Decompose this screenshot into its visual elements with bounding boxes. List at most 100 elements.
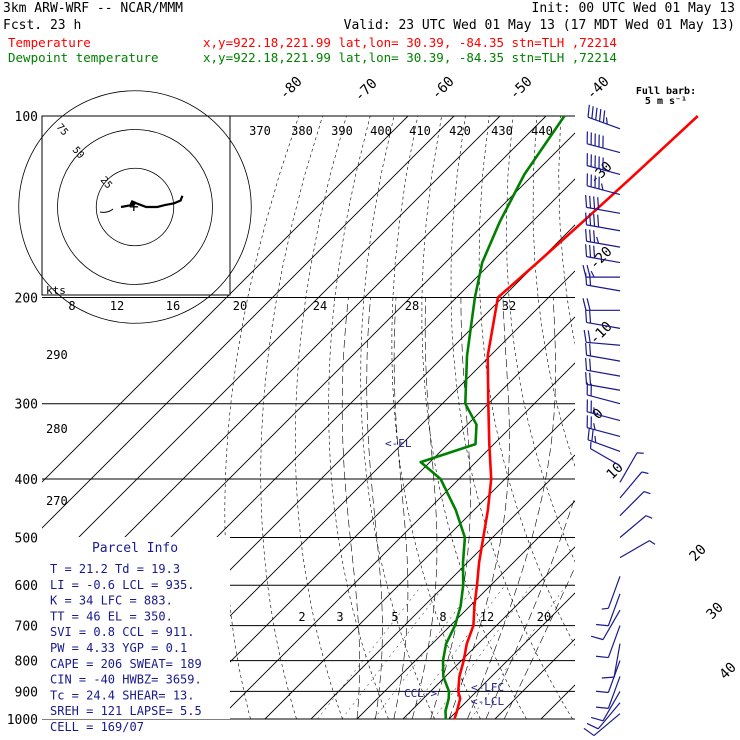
dry-adiabat-line [656, 116, 740, 719]
hodograph-ring [95, 167, 175, 247]
wind-barb-flag [585, 195, 588, 208]
wind-barb-flag [596, 236, 600, 244]
wind-barb-staff [586, 256, 621, 264]
wind-barb-flag [585, 272, 588, 286]
wind-barb-staff [586, 354, 621, 362]
wind-barb-flag [597, 214, 600, 228]
isotherm-line [540, 684, 575, 719]
wind-barb-flag [593, 213, 596, 227]
wind-barb-staff [607, 660, 621, 693]
parcel-info-row: SREH = 121 LAPSE= 5.5 [50, 704, 202, 718]
dry-adiabat-line [391, 116, 481, 719]
theta-label: 400 [370, 124, 392, 138]
wind-barb-staff [593, 713, 621, 737]
wind-barb-staff [607, 676, 621, 709]
hodograph-speed-label: 8 [68, 299, 75, 313]
dry-adiabat-line [632, 116, 740, 719]
moist-adiabat-line [448, 297, 510, 719]
wind-barb-staff [590, 448, 621, 467]
mixing-ratio-label: 5 [391, 610, 398, 624]
isotherm-line [42, 116, 409, 483]
wind-barb-flag [589, 229, 592, 242]
hodograph-storm-arc [99, 208, 114, 213]
isotherm-label: 40 [717, 660, 740, 683]
isotherm-line [172, 316, 575, 719]
theta-label: 440 [531, 124, 553, 138]
valid-time: Valid: 23 UTC Wed 01 May 13 (17 MDT Wed … [344, 18, 735, 33]
isotherm-label: -70 [352, 76, 381, 105]
wind-barb-staff [587, 439, 621, 453]
wind-barb-flag [643, 491, 651, 495]
wind-barb-staff [587, 185, 621, 196]
isotherm-line [218, 362, 575, 719]
isotherm-line [42, 116, 455, 529]
dewpoint-profile-line [419, 115, 566, 720]
isotherm-label: -80 [277, 74, 306, 103]
wind-barb-flag [593, 407, 596, 415]
wind-barb-staff [586, 240, 621, 248]
wind-barb-staff [619, 515, 647, 538]
pressure-tick-label: 900 [15, 685, 38, 700]
wind-barb-flag [596, 690, 609, 694]
wind-barb-staff [619, 491, 645, 517]
temperature-legend-label: Temperature [8, 35, 91, 50]
mixing-ratio-label: 12 [480, 610, 494, 624]
isotherm-line [356, 500, 575, 719]
theta-label: 390 [331, 124, 353, 138]
pressure-tick-label: 200 [15, 292, 38, 307]
dry-adiabat-line [328, 116, 389, 719]
temperature-legend-location: x,y=922.18,221.99 lat,lon= 30.39, -84.35… [203, 35, 617, 50]
moist-adiabat-line [411, 297, 438, 719]
parcel-info-row: CAPE = 206 SWEAT= 189 [50, 657, 202, 671]
wind-barb-flag [596, 623, 609, 627]
theta-label: 370 [249, 124, 271, 138]
wind-barb-flag [585, 371, 588, 385]
parcel-info-row: CIN = -40 HWBZ= 3659. [50, 673, 202, 687]
wind-barb-staff [602, 609, 621, 640]
wind-barb-flag [593, 196, 596, 209]
dry-adiabat-line [260, 116, 323, 719]
wind-barb-staff [607, 576, 621, 609]
dry-adiabat-line [680, 116, 740, 719]
dry-adiabat-line [224, 116, 300, 719]
wind-barb-flag [595, 107, 598, 121]
moist-adiabat-line [503, 566, 575, 719]
wind-barb-staff [619, 471, 643, 499]
wind-barb-flag [589, 343, 592, 356]
wind-barb-flag [587, 104, 590, 118]
pressure-tick-label: 700 [15, 620, 38, 635]
model-title: 3km ARW-WRF -- NCAR/MMM [3, 1, 183, 16]
dry-adiabat-line [360, 116, 435, 719]
wind-barb-flag [645, 515, 653, 519]
wind-barb-flag [585, 357, 588, 371]
parcel-info-row: T = 21.2 Td = 19.3 [50, 562, 180, 576]
dewpoint-legend-location: x,y=922.18,221.99 lat,lon= 30.39, -84.35… [203, 50, 617, 65]
wind-barb-flag [598, 108, 602, 122]
wind-barb-flag [585, 342, 588, 356]
wind-barb-flag [589, 358, 592, 371]
isotherm-label: -60 [429, 74, 458, 103]
hodograph-speed-label: 16 [166, 299, 180, 313]
wind-barbs [582, 104, 656, 737]
wind-barb-flag [649, 540, 656, 545]
wind-barb-staff [586, 321, 621, 329]
wind-barb-flag [590, 635, 604, 641]
pressure-tick-label: 600 [15, 579, 38, 594]
dry-adiabat-line [532, 116, 575, 468]
wind-barb-flag [585, 310, 588, 323]
moist-adiabat-line [467, 297, 556, 719]
theta-label: 420 [449, 124, 471, 138]
hodograph-speed-label: 12 [110, 299, 124, 313]
hodograph-speed-label: 24 [313, 299, 327, 313]
moist-adiabat-line [393, 297, 409, 719]
wind-barb-staff [587, 116, 621, 130]
wind-barb-flag [583, 329, 587, 343]
isotherm-line [264, 408, 575, 719]
isotherm-line [448, 592, 575, 719]
wind-barb-staff [586, 284, 621, 292]
level-annotation: <-LFC [471, 681, 504, 694]
isotherm-label: -40 [584, 74, 613, 103]
wind-barb-flag [593, 423, 596, 430]
wind-barb-flag [589, 213, 592, 226]
